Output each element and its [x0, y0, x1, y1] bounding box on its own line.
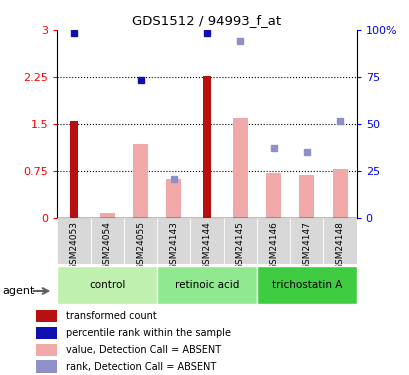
Text: percentile rank within the sample: percentile rank within the sample [66, 328, 230, 338]
Text: rank, Detection Call = ABSENT: rank, Detection Call = ABSENT [66, 362, 216, 372]
Bar [256, 266, 356, 304]
Bar [36, 344, 56, 356]
Bar [332, 170, 347, 217]
Bar [36, 360, 56, 373]
Title: GDS1512 / 94993_f_at: GDS1512 / 94993_f_at [132, 15, 281, 27]
Text: GSM24053: GSM24053 [70, 221, 79, 270]
Text: GSM24148: GSM24148 [335, 221, 344, 270]
Bar [265, 172, 280, 217]
Bar [256, 217, 290, 264]
Bar [190, 217, 223, 264]
Bar [223, 217, 256, 264]
Text: control: control [89, 280, 125, 290]
Bar [232, 117, 247, 218]
Text: GSM24143: GSM24143 [169, 221, 178, 270]
Text: agent: agent [2, 286, 34, 296]
Text: trichostatin A: trichostatin A [271, 280, 341, 290]
Bar [202, 76, 211, 217]
Bar [157, 266, 256, 304]
Bar [299, 175, 314, 217]
Bar [133, 144, 148, 218]
Bar [157, 217, 190, 264]
Bar [166, 179, 181, 218]
Text: GSM24146: GSM24146 [268, 221, 277, 270]
Text: GSM24144: GSM24144 [202, 221, 211, 270]
Bar [290, 217, 323, 264]
Bar [124, 217, 157, 264]
Bar [323, 217, 356, 264]
Bar [57, 266, 157, 304]
Text: GSM24055: GSM24055 [136, 221, 145, 270]
Text: GSM24147: GSM24147 [301, 221, 310, 270]
Text: GSM24145: GSM24145 [235, 221, 244, 270]
Bar [99, 213, 115, 217]
Bar [36, 310, 56, 322]
Text: retinoic acid: retinoic acid [174, 280, 239, 290]
Bar [57, 217, 90, 264]
Text: value, Detection Call = ABSENT: value, Detection Call = ABSENT [66, 345, 220, 355]
Bar [70, 121, 78, 218]
Bar [90, 217, 124, 264]
Text: GSM24054: GSM24054 [103, 221, 112, 270]
Bar [36, 327, 56, 339]
Text: transformed count: transformed count [66, 311, 156, 321]
